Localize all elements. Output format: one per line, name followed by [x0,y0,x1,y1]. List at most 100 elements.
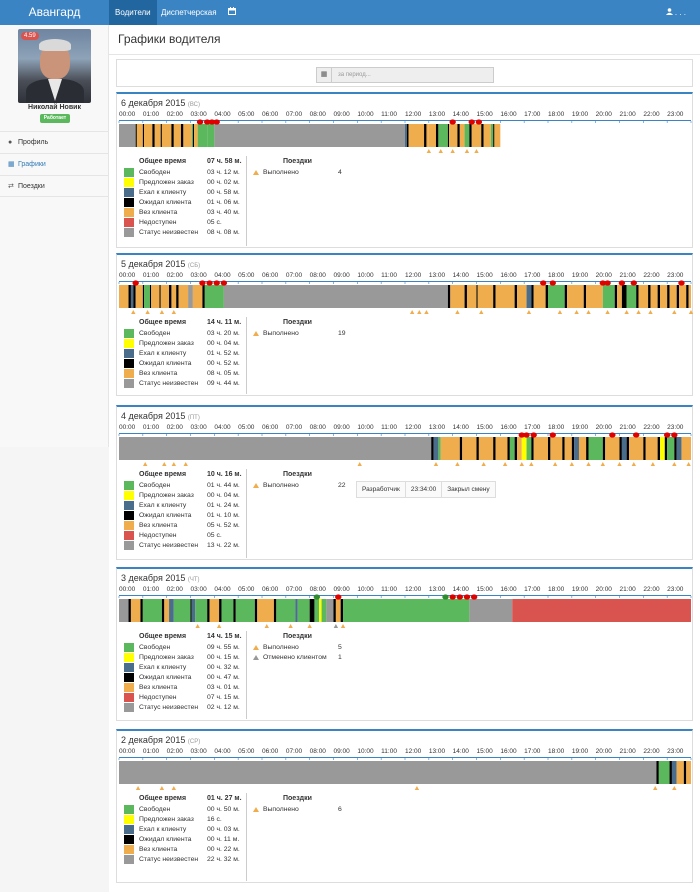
legend-row-waiting: Ожидал клиента 01 ч. 06 м. [121,198,245,208]
user-menu[interactable]: . . . [660,0,692,25]
timeline[interactable]: 00:00 01:00 02:00 03:00 04:00 05:00 06:00 07:00… [117,748,692,790]
legend-row-offered: Предложен заказ 00 ч. 02 м. [121,178,245,188]
legend-row-to-client: Ехал к клиенту 00 ч. 58 м. [121,188,245,198]
legend-label: Ожидал клиента [139,199,192,206]
calendar-icon[interactable] [222,0,242,25]
day-weekday: (ПТ) [187,415,200,421]
status-segment [629,437,644,460]
legend-value: 00 ч. 04 м. [207,340,240,347]
hour-label: 17:00 [524,586,541,593]
hour-label: 20:00 [595,424,612,431]
hour-label: 14:00 [452,424,469,431]
trip-row: Выполнено 6 [253,805,363,815]
legend-value: 00 ч. 52 м. [207,360,240,367]
status-segment [144,285,150,308]
legend-swatch [124,531,134,540]
status-segment [471,124,482,147]
brand-logo[interactable]: Авангард [28,5,81,19]
trip-marker [145,310,150,314]
legend: Общее время 01 ч. 27 м. Свободен 00 ч. 50 м… [121,795,245,875]
day-title: 2 декабря 2015 (СР) [121,735,200,745]
status-segment [192,124,195,147]
status-segment [583,285,587,308]
legend-value: 01 ч. 10 м. [207,512,240,519]
event-pin [678,280,685,286]
legend-row-waiting: Ожидал клиента 01 ч. 10 м. [121,511,245,521]
status-segment [257,599,274,622]
event-pin [203,119,211,125]
trip-marker [171,310,177,314]
legend-row-offered: Предложен заказ 00 ч. 04 м. [121,491,245,501]
legend-swatch [124,683,134,692]
column-divider [246,631,247,719]
trip-count: 4 [338,169,342,176]
legend-value: 00 ч. 22 м. [207,846,240,853]
status-segment [440,437,460,460]
hour-label: 14:00 [452,748,469,755]
timeline[interactable]: 00:00 01:00 02:00 03:00 04:00 05:00 06:00 07:00… [117,272,694,314]
trip-marker [600,462,606,466]
legend-swatch [124,198,134,207]
hour-label: 01:00 [142,586,160,593]
divider [109,54,700,55]
event-pin [220,280,228,286]
timeline[interactable]: 00:00 01:00 02:00 03:00 04:00 05:00 06:00 07:00… [117,586,692,628]
trip-marker [653,786,658,790]
nav-dispatch[interactable]: Диспетчерская [161,8,217,17]
legend-value: 00 ч. 47 м. [207,674,240,681]
legend-total-value: 14 ч. 15 м. [207,633,242,640]
status-segment [207,599,210,622]
trip-marker [479,310,484,314]
status-segment [671,761,677,784]
legend-row-to-client: Ехал к клиенту 01 ч. 52 м. [121,349,245,359]
status-segment [619,437,622,460]
legend-row-with-client: Вез клиента 05 ч. 52 м. [121,521,245,531]
calendar-icon[interactable]: ▦ [316,67,332,83]
sidebar-item-trips[interactable]: ⇄ Поездки [0,175,109,197]
timeline[interactable]: 00:00 01:00 02:00 03:00 04:00 05:00 06:00 07:00… [117,111,692,153]
sidebar-item-profile[interactable]: ● Профиль [0,131,109,153]
event-pin [208,119,216,125]
status-segment [273,599,277,622]
sidebar-item-charts[interactable]: ▦ Графики [0,153,109,175]
hour-axis [119,595,691,596]
trip-marker [438,149,443,153]
nav-drivers[interactable]: Водители [109,0,157,25]
status-segment [119,599,129,622]
triangle-icon [253,331,259,336]
legend-value: 00 ч. 04 м. [207,492,240,499]
hour-axis [119,281,691,282]
event-pin [456,594,464,600]
event-pin [463,594,471,600]
hour-label: 10:00 [357,111,374,118]
period-input[interactable]: за период... [332,67,494,83]
status-segment [478,437,494,460]
hour-label: 10:00 [357,424,374,431]
legend-value: 09 ч. 55 м. [207,644,240,651]
status-segment [669,761,672,784]
legend-value: 03 ч. 12 м. [207,169,240,176]
status-segment [142,599,162,622]
trip-marker [426,149,432,153]
hour-label: 15:00 [476,586,493,593]
status-segment [450,285,465,308]
timeline[interactable]: 00:00 01:00 02:00 03:00 04:00 05:00 06:00 07:00… [117,424,692,466]
legend-value: 09 ч. 44 м. [207,380,240,387]
trip-marker [288,624,293,628]
hour-label: 00:00 [119,424,136,431]
status-segment [657,437,661,460]
legend-value: 01 ч. 24 м. [207,502,240,509]
trip-label: Выполнено [263,169,299,176]
trip-marker [131,310,136,314]
status-segment [219,599,222,622]
hour-label: 15:00 [476,424,493,431]
status-segment [686,285,689,308]
status-badge: Работает [40,114,70,123]
legend-value: 07 ч. 15 м. [207,694,240,701]
trip-row: Выполнено 22 [253,481,363,491]
trip-row: Отменено клиентом 1 [253,653,363,663]
trip-marker [605,310,610,314]
status-segment [295,599,298,622]
hour-axis [119,433,691,434]
legend-swatch [124,805,134,814]
